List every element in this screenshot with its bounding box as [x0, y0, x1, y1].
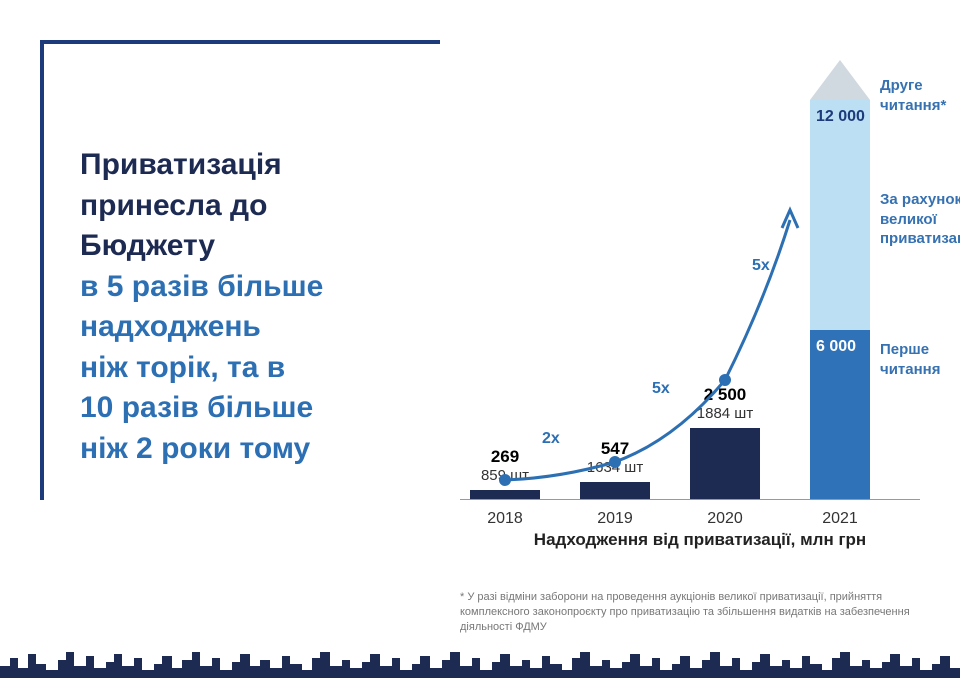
bar-2021-bottom-label: 6 000 [816, 338, 856, 356]
side-label-big-privatization: За рахунок великої приватизації [880, 190, 960, 249]
curve-marker [609, 456, 621, 468]
growth-curve [460, 160, 800, 500]
headline-line: надходжень [80, 310, 261, 343]
side-label-first-reading: Перше читання [880, 340, 941, 379]
chart-area: 269 859 шт 2018 547 1634 шт 2019 2 500 1… [460, 40, 940, 560]
multiplier-label: 2x [542, 430, 560, 448]
headline-line: 10 разів більше [80, 391, 313, 424]
side-label-text: За рахунок [880, 191, 960, 208]
side-label-text: читання* [880, 97, 946, 114]
bar-2021-top-segment: 12 000 [810, 100, 870, 330]
headline-line: ніж 2 роки тому [80, 432, 310, 465]
side-label-text: приватизації [880, 230, 960, 247]
headline: Приватизація принесла до Бюджету в 5 раз… [80, 145, 420, 469]
headline-line: в 5 разів більше [80, 270, 323, 303]
curve-marker [719, 374, 731, 386]
bar-year: 2021 [810, 510, 870, 528]
frame-rule-top [40, 40, 440, 44]
headline-line: Бюджету [80, 229, 215, 262]
side-label-second-reading: Друге читання* [880, 76, 946, 115]
curve-arrowhead-icon [782, 210, 798, 228]
side-label-text: читання [880, 361, 941, 378]
multiplier-label: 5x [752, 257, 770, 275]
side-label-text: Друге [880, 77, 923, 94]
curve-marker [499, 474, 511, 486]
bar-year: 2019 [580, 510, 650, 528]
footnote: * У разі відміни заборони на проведення … [460, 590, 930, 635]
headline-line: Приватизація [80, 148, 282, 181]
frame-rule-left [40, 40, 44, 500]
bar-2021: 12 000 6 000 2021 [810, 100, 870, 500]
side-label-text: великої [880, 211, 937, 228]
multiplier-label: 5x [652, 380, 670, 398]
axis-title: Надходження від приватизації, млн грн [460, 530, 940, 550]
arrow-up-icon [810, 60, 870, 100]
skyline-decoration [0, 646, 960, 678]
side-label-text: Перше [880, 341, 929, 358]
bar-2021-bottom-segment: 6 000 [810, 330, 870, 500]
bar-2021-top-label: 12 000 [816, 108, 865, 126]
bar-year: 2020 [690, 510, 760, 528]
bar-year: 2018 [470, 510, 540, 528]
headline-line: ніж торік, та в [80, 351, 285, 384]
headline-line: принесла до [80, 189, 267, 222]
